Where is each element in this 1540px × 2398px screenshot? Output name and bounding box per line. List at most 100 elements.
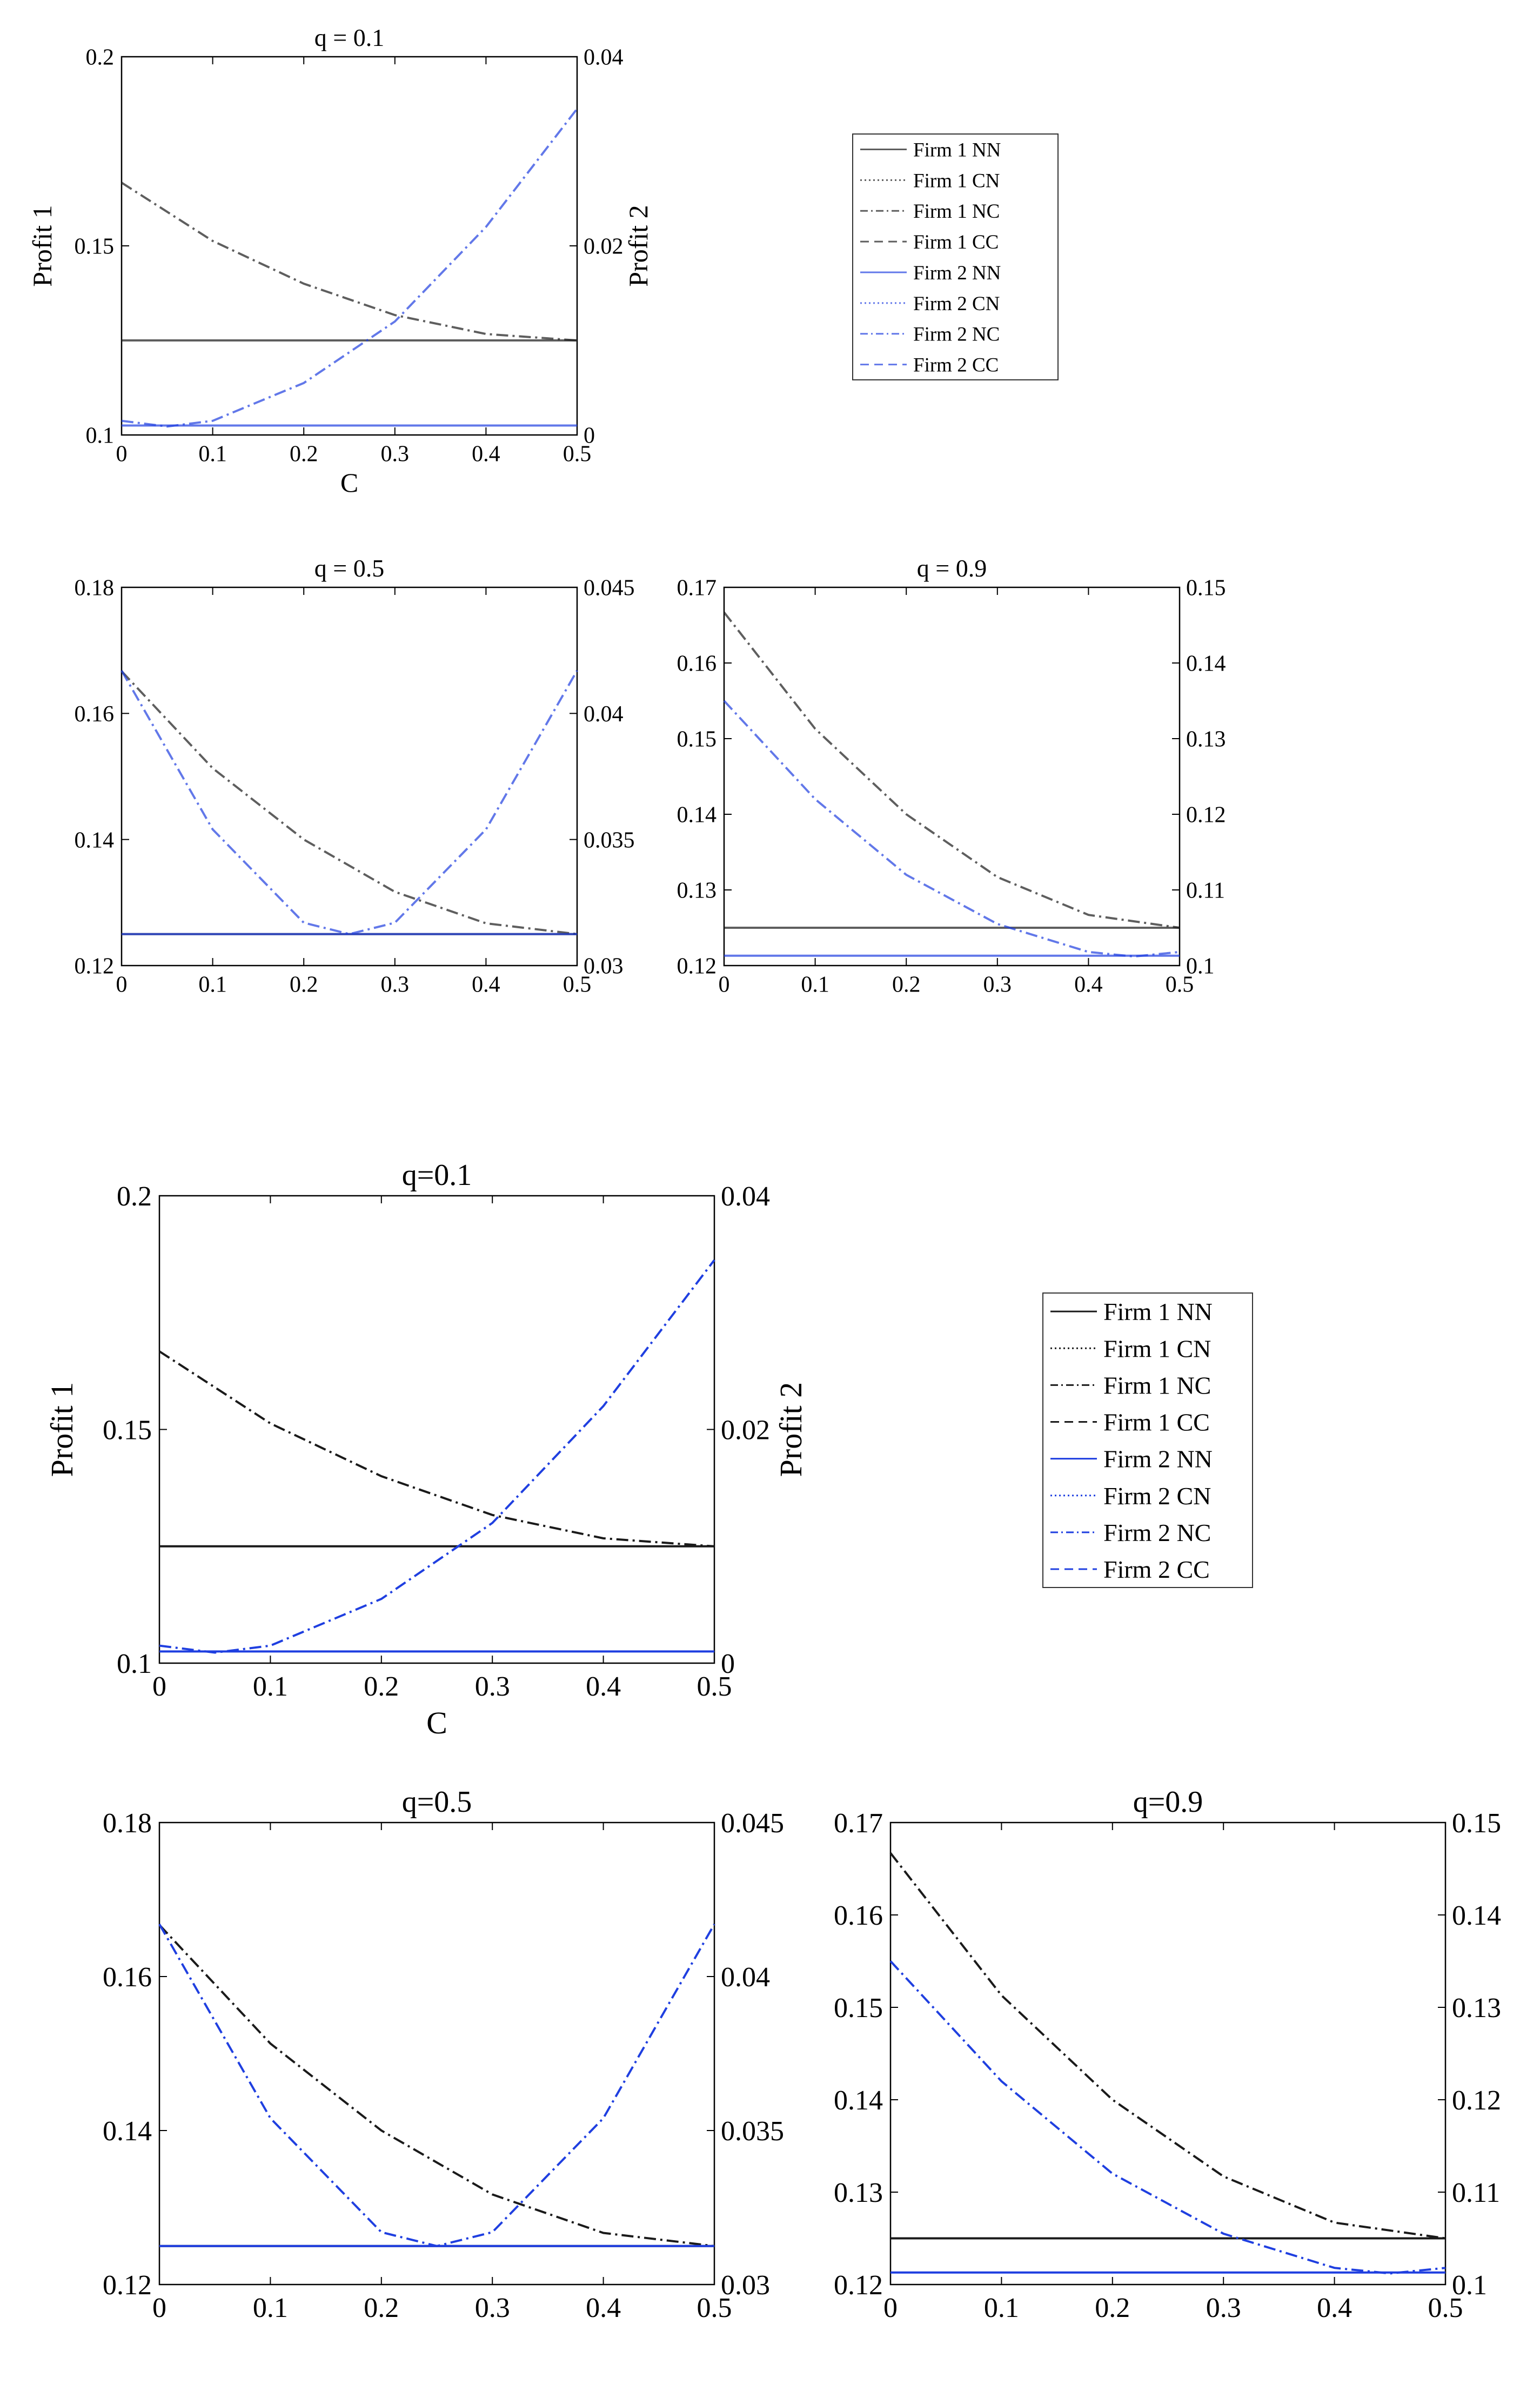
legend-box: [852, 133, 1059, 380]
y2-tick-label: 0.045: [584, 576, 635, 601]
x-tick-label: 0.4: [586, 2293, 621, 2323]
plot-frame: [120, 586, 578, 967]
y-tick-label: 0.16: [75, 702, 115, 727]
x-tick-label: 0.1: [801, 972, 829, 997]
y-tick-label: 0.18: [103, 1808, 152, 1839]
x-tick-label: 0.2: [364, 2293, 399, 2323]
series-line-firm-1-nc: [158, 1924, 715, 2247]
x-tick-label: 0.2: [1095, 2293, 1130, 2323]
chart-title: q = 0.1: [314, 24, 384, 51]
y2-tick-label: 0.04: [721, 1181, 770, 1212]
legend-item-label: Firm 2 NC: [913, 324, 1000, 346]
y-tick-label: 0.14: [834, 2085, 883, 2116]
legend-item-label: Firm 1 CN: [1103, 1335, 1211, 1362]
y-tick-label: 0.1: [117, 1649, 152, 1679]
legend-box: [1042, 1292, 1253, 1588]
y2-tick-label: 0.02: [584, 235, 624, 259]
y2-tick-label: 0.03: [721, 2270, 770, 2301]
y-tick-label: 0.16: [834, 1900, 883, 1931]
y-tick-label: 0.14: [103, 2116, 152, 2147]
y2-tick-label: 0.12: [1186, 803, 1226, 828]
series-line-firm-2-nc: [889, 1960, 1446, 2275]
x-tick-label: 0.2: [290, 441, 318, 466]
chart-panel-2: 0 0.1 0.2 0.3 0.4 0.5 0.12 0.14 0.16 0.18 0.03 0.03…: [103, 1785, 784, 2323]
x-axis-label: C: [340, 467, 358, 498]
y-tick-label: 0.13: [834, 2178, 883, 2208]
series-line-firm-2-nc: [120, 670, 578, 935]
y2-tick-label: 0.035: [721, 2116, 784, 2147]
x-tick-label: 0.3: [381, 441, 410, 466]
y2-tick-label: 0.15: [1186, 576, 1226, 601]
y-tick-label: 0.15: [677, 727, 717, 752]
figure-version-1: 0 0.1 0.2 0.3 0.4 0.50.10.150.200.020.04q = 0…: [27, 24, 1226, 997]
x-tick-label: 0.1: [253, 1671, 288, 1702]
x-tick-label: 0.3: [983, 972, 1012, 997]
x-tick-label: 0.2: [892, 972, 921, 997]
y2-tick-label: 0.04: [584, 702, 624, 727]
legend-item-label: Firm 1 NN: [913, 139, 1001, 161]
plot-frame: [158, 1195, 715, 1664]
series-line-firm-1-nc: [120, 670, 578, 935]
series-line-firm-2-nc: [158, 1924, 715, 2247]
legend-item-label: Firm 2 NN: [1103, 1445, 1213, 1473]
x-tick-label: 0.1: [198, 441, 227, 466]
legend-item-label: Firm 2 CC: [913, 354, 999, 377]
x-tick-label: 0.5: [1166, 972, 1194, 997]
plot-frame: [158, 1821, 715, 2286]
y-tick-label: 0.16: [103, 1962, 152, 1993]
chart-title: q = 0.5: [314, 554, 384, 582]
y-tick-label: 0.12: [75, 954, 115, 979]
legend-item-label: Firm 1 NC: [913, 200, 1000, 223]
legend-item-label: Firm 2 CN: [913, 293, 1000, 315]
y2-axis-label: Profit 2: [773, 1382, 808, 1477]
plot-frame: [120, 56, 578, 436]
y2-tick-label: 0.11: [1186, 879, 1225, 903]
x-axis-label: C: [426, 1705, 447, 1740]
x-tick-label: 0: [883, 2293, 898, 2323]
chart-legend: Firm 1 NN Firm 1 CN Firm 1 NC Firm 1 CC Firm…: [1042, 1292, 1253, 1588]
series-line-firm-2-nc: [121, 108, 578, 428]
x-tick-label: 0.1: [198, 972, 227, 997]
chart-panel-3: 0 0.1 0.2 0.3 0.4 0.5 0.12 0.13 0.14 0.15 0.16 0.17…: [834, 1785, 1501, 2323]
x-tick-label: 0.3: [381, 972, 410, 997]
x-tick-label: 0.5: [563, 441, 592, 466]
x-tick-label: 0: [719, 972, 730, 997]
legend-item-label: Firm 1 NC: [1103, 1371, 1211, 1399]
y2-tick-label: 0.13: [1186, 727, 1226, 752]
x-tick-label: 0: [116, 441, 128, 466]
chart-panel-2: 0 0.1 0.2 0.3 0.4 0.5 0.12 0.14 0.16 0.18 0.03 0.03…: [75, 554, 635, 997]
legend-item-label: Firm 2 CN: [1103, 1482, 1211, 1510]
y-tick-label: 0.2: [117, 1181, 152, 1212]
figure-version-2: 0 0.1 0.2 0.3 0.4 0.50.10.150.200.020.04q=0.1…: [44, 1158, 1501, 2323]
chart-title: q=0.1: [402, 1158, 472, 1192]
y-tick-label: 0.15: [103, 1415, 152, 1446]
y-tick-label: 0.17: [834, 1808, 883, 1839]
legend-item-label: Firm 1 CC: [1103, 1409, 1210, 1436]
series-line-firm-1-nc: [158, 1350, 715, 1548]
chart-panel-1: 0 0.1 0.2 0.3 0.4 0.50.10.150.200.020.04q=0.1…: [44, 1158, 808, 1740]
y-tick-label: 0.14: [677, 803, 717, 828]
series-line-firm-1-nc: [120, 182, 578, 341]
x-tick-label: 0: [116, 972, 128, 997]
y-tick-label: 0.16: [677, 652, 717, 676]
plot-frame: [889, 1821, 1447, 2286]
chart-title: q=0.5: [402, 1785, 472, 1819]
legend-item-label: Firm 1 NN: [1103, 1298, 1213, 1325]
legend-item-label: Firm 2 CC: [1103, 1556, 1210, 1583]
chart-panel-1: 0 0.1 0.2 0.3 0.4 0.50.10.150.200.020.04q = 0…: [27, 24, 653, 498]
y-tick-label: 0.18: [75, 576, 115, 601]
y2-tick-label: 0.04: [721, 1962, 770, 1993]
legend-item-label: Firm 1 CN: [913, 170, 1000, 192]
y-tick-label: 0.15: [834, 1993, 883, 2024]
chart-panel-3: 0 0.1 0.2 0.3 0.4 0.5 0.12 0.13 0.14 0.15 0.16 0.17…: [677, 554, 1226, 997]
y2-tick-label: 0.02: [721, 1415, 770, 1446]
series-line-firm-1-nc: [723, 611, 1180, 929]
x-tick-label: 0.2: [290, 972, 318, 997]
y2-tick-label: 0.1: [1452, 2270, 1487, 2301]
y2-tick-label: 0.11: [1452, 2178, 1500, 2208]
y-tick-label: 0.17: [677, 576, 717, 601]
y-tick-label: 0.15: [75, 235, 115, 259]
x-tick-label: 0.5: [697, 1671, 732, 1702]
y-tick-label: 0.12: [834, 2270, 883, 2301]
x-tick-label: 0.3: [475, 1671, 510, 1702]
